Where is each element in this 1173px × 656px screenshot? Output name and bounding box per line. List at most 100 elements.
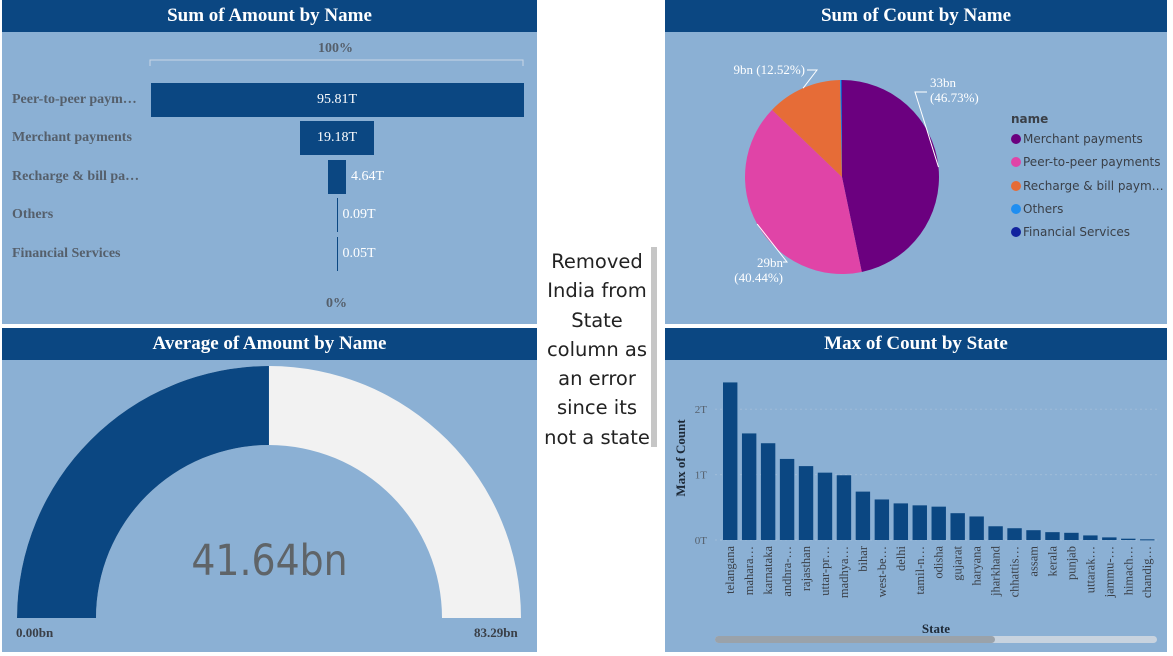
funnel-bar[interactable]: [150, 83, 524, 117]
note-line: State: [571, 308, 623, 332]
pie-legend-label: Recharge & bill paym…: [1023, 178, 1164, 193]
column-bar[interactable]: [1140, 539, 1155, 541]
column-bar[interactable]: [1083, 535, 1098, 540]
column-bar[interactable]: [855, 491, 871, 540]
funnel-value-label: 95.81T: [316, 92, 358, 107]
column-xtick-label: chandig…: [1140, 546, 1154, 598]
gauge-chart[interactable]: [2, 328, 537, 652]
column-xtick-label: assam: [1027, 546, 1041, 577]
column-bar[interactable]: [760, 443, 776, 540]
funnel-title: Sum of Amount by Name: [2, 0, 537, 32]
pie-legend-label: Others: [1023, 201, 1064, 216]
column-xtick-label: rajasthan: [799, 545, 813, 591]
pie-legend-item[interactable]: Peer-to-peer payments: [1011, 155, 1161, 169]
column-bar[interactable]: [1026, 530, 1041, 540]
pie-slice[interactable]: [841, 80, 842, 177]
column-bar[interactable]: [893, 503, 909, 540]
column-bar[interactable]: [874, 499, 890, 540]
legend-dot-icon: [1011, 203, 1021, 214]
pie-slice[interactable]: [745, 109, 862, 274]
column-xtick-label: madhya…: [837, 546, 851, 598]
column-xtick-label: gujarat: [951, 545, 965, 580]
pie-data-pct: (40.44%): [734, 270, 783, 285]
column-panel: Max of Count by State 0T 1T 2T telangana mah…: [665, 328, 1167, 652]
pie-leader-line: [802, 69, 819, 89]
funnel-value-label: 4.64T: [351, 168, 385, 184]
pie-legend-title: name: [1011, 112, 1049, 126]
column-bar[interactable]: [817, 472, 833, 540]
pie-slice[interactable]: [772, 80, 842, 177]
gauge-fill[interactable]: [17, 366, 269, 618]
funnel-bottom-label: 0%: [326, 296, 347, 311]
column-xtick-label: jammu-…: [1102, 546, 1116, 598]
column-xtick-label: mahara…: [742, 546, 756, 595]
column-bar[interactable]: [988, 526, 1003, 540]
column-scrollbar-thumb[interactable]: [715, 636, 995, 643]
legend-dot-icon: [1011, 227, 1021, 238]
funnel-category-label: Financial Services: [12, 245, 121, 261]
column-bar[interactable]: [912, 505, 927, 540]
column-ytick-label: 2T: [695, 404, 708, 416]
funnel-category-label: Others: [12, 207, 54, 223]
pie-legend-item[interactable]: Merchant payments: [1011, 132, 1143, 146]
pie-legend-item[interactable]: Financial Services: [1011, 225, 1130, 239]
column-xtick-label: delhi: [894, 545, 908, 571]
gauge-min-label: 0.00bn: [16, 625, 54, 640]
column-bar[interactable]: [1102, 537, 1117, 540]
column-bar[interactable]: [779, 458, 795, 540]
funnel-top-label: 100%: [318, 41, 353, 56]
column-bar[interactable]: [931, 506, 946, 540]
pie-data-pct: (46.73%): [930, 90, 979, 105]
funnel-value-label: 0.05T: [342, 245, 376, 261]
column-bar[interactable]: [798, 466, 814, 540]
funnel-value-label: 0.09T: [342, 207, 376, 223]
column-xtick-label: tamil-n…: [913, 546, 927, 595]
column-xtick-label: bihar: [856, 545, 870, 572]
funnel-bracket: [149, 59, 524, 66]
pie-legend-item[interactable]: Others: [1011, 202, 1063, 216]
column-xtick-label: uttarak…: [1083, 546, 1097, 593]
column-xtick-label: karnataka: [761, 546, 775, 595]
column-ytick-label: 1T: [695, 470, 708, 482]
column-bar[interactable]: [1121, 538, 1136, 540]
pie-legend-label: Merchant payments: [1023, 132, 1143, 146]
funnel-bar[interactable]: [299, 121, 375, 156]
funnel-bar[interactable]: [336, 236, 338, 271]
column-xtick-label: himach…: [1121, 546, 1135, 595]
note-line: an error: [558, 367, 636, 391]
pie-data-label: 33bn: [930, 75, 957, 90]
column-bar[interactable]: [741, 433, 757, 540]
pie-legend-label: Peer-to-peer payments: [1023, 155, 1161, 170]
pie-slice[interactable]: [842, 80, 939, 272]
pie-data-label: 9bn (12.52%): [734, 62, 806, 77]
column-bar[interactable]: [1064, 532, 1079, 540]
column-bar[interactable]: [723, 382, 738, 540]
pie-chart[interactable]: 33bn(46.73%) 29bn(40.44%) 9bn (12.52%): [665, 0, 1167, 324]
pie-leader-line: [914, 91, 939, 168]
funnel-category-label: Merchant payments: [12, 130, 132, 146]
column-ylabel: Max of Count: [673, 419, 688, 497]
legend-dot-icon: [1011, 180, 1021, 191]
column-bar[interactable]: [950, 513, 965, 540]
pie-data-label: 29bn: [757, 255, 784, 270]
pie-legend-item[interactable]: Recharge & bill paym…: [1011, 179, 1164, 193]
note-line: column as: [546, 337, 648, 361]
gauge-max-label: 83.29bn: [474, 625, 518, 640]
column-xtick-label: uttar-pr…: [818, 546, 832, 596]
column-xtick-label: west-be…: [875, 546, 889, 597]
pie-title: Sum of Count by Name: [665, 0, 1167, 32]
column-bar[interactable]: [836, 475, 852, 540]
pie-slice[interactable]: [840, 80, 842, 177]
note-scrollbar[interactable]: [651, 247, 657, 447]
note-text: Removed India from State column as an error s…: [540, 247, 654, 452]
column-bar[interactable]: [1045, 532, 1060, 540]
note-line: not a state: [544, 425, 650, 449]
column-scrollbar-track[interactable]: [715, 636, 1157, 643]
funnel-bar[interactable]: [336, 198, 338, 233]
column-chart[interactable]: 0T 1T 2T telangana mahara… karnataka andhra-… r…: [665, 328, 1167, 652]
note-line: since its: [556, 396, 638, 420]
funnel-bar[interactable]: [327, 159, 347, 194]
column-bar[interactable]: [1007, 528, 1022, 540]
note-line: Removed: [551, 250, 643, 273]
column-bar[interactable]: [969, 516, 984, 540]
